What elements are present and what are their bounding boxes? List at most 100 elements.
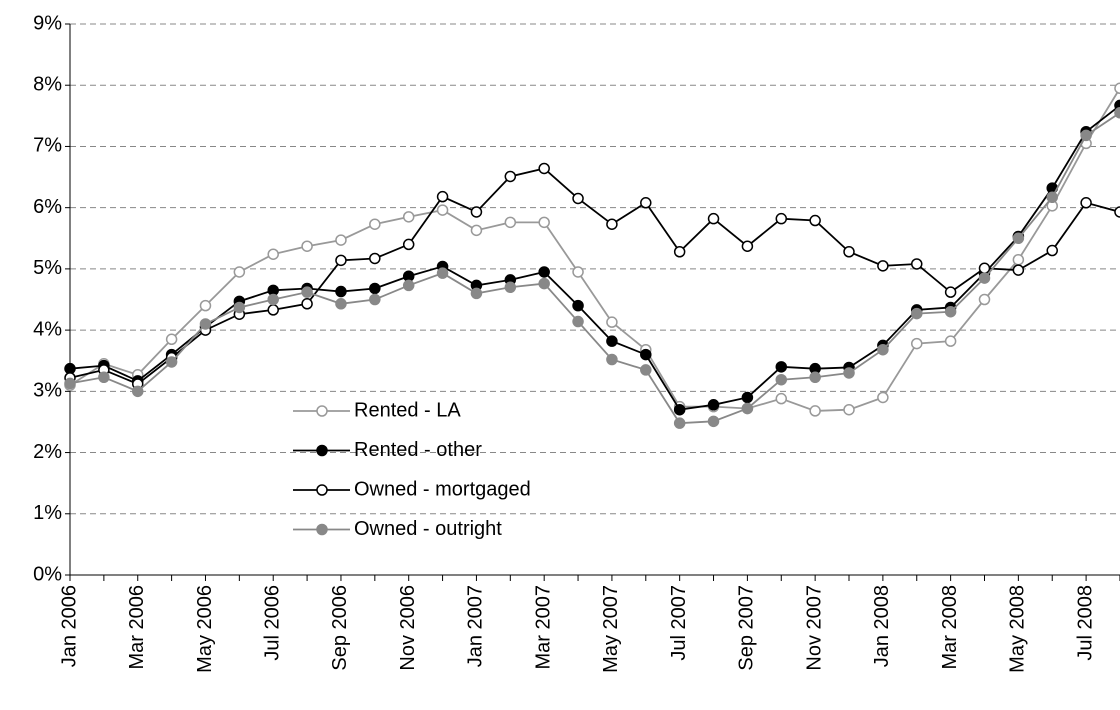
marker [843,367,855,379]
marker [673,245,686,258]
x-tick-label: May 2007 [600,585,622,673]
marker [301,240,313,252]
marker [369,282,381,295]
marker [707,415,720,428]
marker [1114,206,1120,218]
marker [606,353,618,366]
marker [809,405,821,417]
x-tick-label: Jul 2008 [1074,585,1096,661]
marker [402,211,415,223]
marker [1046,244,1058,257]
marker [1046,191,1058,204]
marker [707,399,720,411]
marker [809,214,821,227]
marker [640,197,652,209]
marker [809,371,821,384]
marker [944,335,957,347]
series [64,162,1120,390]
legend-label: Owned - mortgaged [354,478,531,500]
marker [572,266,584,278]
marker [1114,82,1120,95]
x-tick-label: Jan 2007 [465,585,487,667]
marker [640,364,652,376]
x-tick-label: Jul 2006 [262,585,284,661]
marker [877,391,889,404]
marker [316,405,328,417]
x-tick-label: Sep 2006 [329,585,351,671]
marker [1012,253,1025,266]
marker [775,212,788,225]
series [64,82,1120,417]
marker [944,286,957,298]
marker [911,337,923,350]
legend-label: Owned - outright [354,518,502,540]
marker [1080,197,1092,209]
marker [775,373,788,386]
y-tick-label: 3% [33,380,62,402]
marker [978,262,991,275]
marker [335,234,347,246]
series [64,107,1120,429]
marker [1012,232,1025,245]
x-tick-label: Sep 2007 [736,585,758,671]
marker [978,272,991,284]
marker [335,254,347,267]
x-tick-label: Nov 2007 [803,585,825,671]
marker [267,304,279,316]
marker [538,266,550,278]
marker [199,318,212,330]
marker [165,356,178,368]
marker [538,162,550,175]
y-tick-label: 2% [33,441,62,463]
y-tick-label: 8% [33,74,62,96]
line [69,104,1120,411]
y-tick-label: 9% [33,12,62,34]
y-tick-label: 1% [33,502,62,524]
marker [369,252,381,265]
marker [673,417,686,429]
marker [131,385,144,398]
marker [98,371,110,384]
marker [1012,264,1025,276]
marker [606,218,618,230]
marker [436,190,449,203]
marker [199,299,212,312]
marker [944,305,957,318]
marker [335,298,347,310]
x-tick-label: Mar 2006 [126,585,148,670]
marker [741,240,754,252]
marker [843,245,855,258]
marker [470,287,483,300]
marker [267,248,279,260]
marker [64,377,76,390]
marker [316,484,328,496]
y-tick-label: 7% [33,135,62,157]
marker [316,523,328,536]
line [69,87,1120,412]
marker [877,260,889,272]
marker [640,348,652,361]
marker [978,293,991,306]
marker [436,267,449,279]
marker [572,192,584,205]
marker [504,216,517,229]
marker [233,266,246,278]
marker [606,316,618,328]
marker [369,218,381,230]
marker [741,391,754,404]
marker [436,204,449,216]
marker [301,298,313,310]
y-tick-label: 0% [33,563,62,585]
marker [911,307,923,320]
x-tick-label: Jan 2006 [58,585,80,667]
marker [470,206,483,218]
marker [233,301,246,314]
marker [267,293,279,306]
marker [1114,107,1120,119]
x-tick-label: Jul 2007 [668,585,690,661]
marker [335,285,347,298]
y-tick-label: 5% [33,257,62,279]
marker [316,444,328,457]
